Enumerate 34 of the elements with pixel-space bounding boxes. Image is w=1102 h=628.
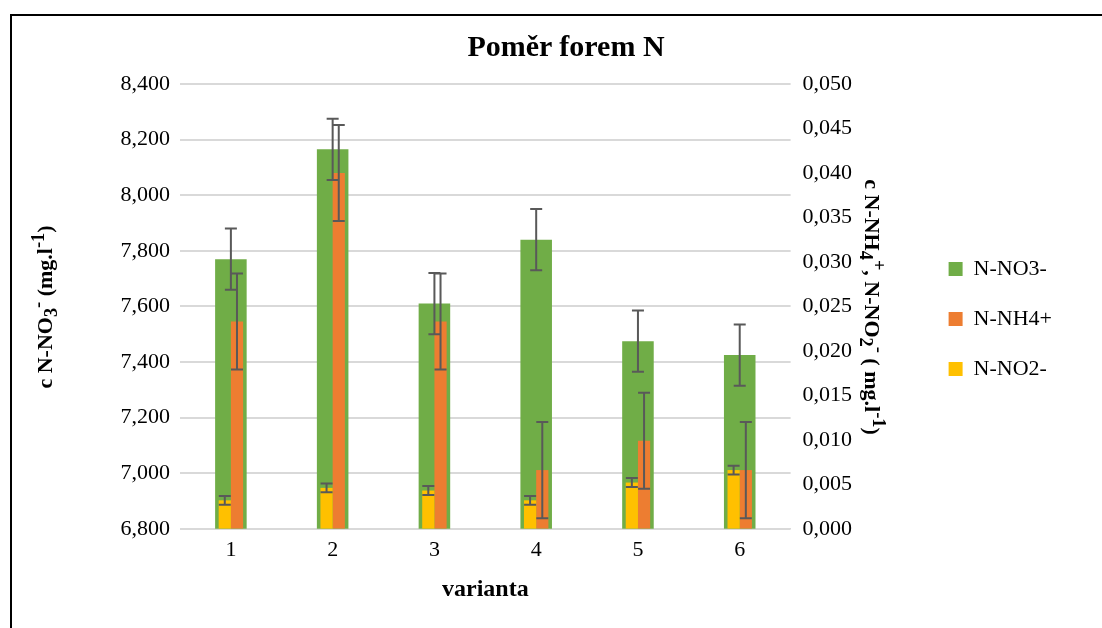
legend-label: N-NO3- <box>973 254 1047 280</box>
x-axis-title: varianta <box>441 574 529 601</box>
y-tick-label: 7,400 <box>120 347 170 373</box>
y2-tick-label: 0,035 <box>802 203 853 229</box>
x-tick-label: 6 <box>734 535 746 561</box>
y2-tick-label: 0,015 <box>802 381 853 407</box>
y2-tick-label: 0,005 <box>802 470 853 496</box>
bar <box>625 482 638 529</box>
y-tick-label: 8,200 <box>120 125 170 151</box>
y-tick-label: 7,800 <box>120 236 170 262</box>
x-tick-label: 5 <box>632 535 644 561</box>
y2-tick-label: 0,040 <box>802 158 853 184</box>
y-tick-label: 8,400 <box>120 69 170 95</box>
x-tick-label: 1 <box>225 535 237 561</box>
y-tick-label: 7,200 <box>120 403 170 429</box>
x-tick-label: 4 <box>530 535 542 561</box>
x-tick-label: 2 <box>327 535 339 561</box>
y2-tick-label: 0,025 <box>802 292 853 318</box>
y2-tick-label: 0,010 <box>802 425 853 451</box>
x-tick-label: 3 <box>428 535 440 561</box>
y2-tick-label: 0,030 <box>802 247 853 273</box>
legend-label: N-NO2- <box>973 354 1047 380</box>
y2-tick-label: 0,020 <box>802 336 853 362</box>
y2-tick-label: 0,045 <box>802 114 853 140</box>
y2-tick-label: 0,000 <box>802 514 853 540</box>
bar <box>727 470 740 529</box>
bar <box>320 487 333 529</box>
y-tick-label: 7,000 <box>120 458 170 484</box>
y-tick-label: 6,800 <box>120 514 170 540</box>
legend-label: N-NH4+ <box>973 304 1053 330</box>
y2-tick-label: 0,050 <box>802 69 853 95</box>
y-tick-label: 8,000 <box>120 180 170 206</box>
chart-title: Poměr forem N <box>467 28 665 62</box>
y-tick-label: 7,600 <box>120 292 170 318</box>
